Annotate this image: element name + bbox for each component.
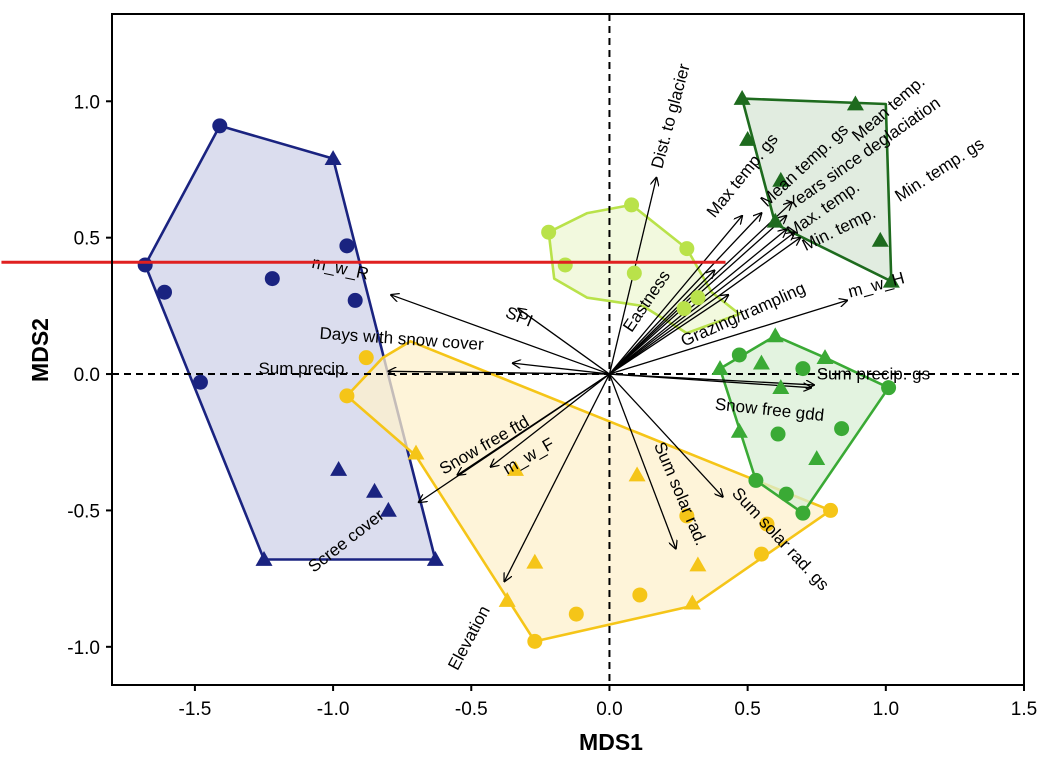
group-1-point-6 <box>632 587 648 603</box>
vector-arrow-8 <box>609 295 728 375</box>
group-3-point-2 <box>881 380 897 396</box>
y-tick-label-3: 0.5 <box>74 229 100 250</box>
vector-arrow-14 <box>388 371 610 374</box>
group-0-point-3 <box>192 374 208 390</box>
x-tick-label-4: 0.5 <box>734 699 760 720</box>
group-1-point-2 <box>679 508 695 524</box>
group-1-point-7 <box>568 606 584 622</box>
group-4-point-1 <box>846 95 864 111</box>
vector-arrow-13 <box>513 363 610 375</box>
group-4-point-4 <box>766 212 784 228</box>
group-2-point-4 <box>626 265 642 281</box>
vector-arrow-3 <box>609 202 791 375</box>
y-tick-label-1: -0.5 <box>67 501 100 522</box>
group-3-point-3 <box>834 421 850 437</box>
group-0-point-8 <box>330 461 348 476</box>
group-1-point-14 <box>526 553 544 569</box>
group-1-hull <box>345 339 832 643</box>
vector-arrow-21 <box>608 373 675 549</box>
group-1-point-1 <box>339 388 355 404</box>
group-1-point-12 <box>689 556 707 572</box>
group-1-point-11 <box>628 466 646 482</box>
group-3-point-10 <box>816 349 834 365</box>
group-0-point-12 <box>426 551 444 566</box>
group-4-point-3 <box>772 171 790 187</box>
vector-arrow-7 <box>609 238 800 375</box>
group-0-point-5 <box>339 238 355 254</box>
group-4-point-5 <box>871 231 889 247</box>
group-1-point-9 <box>407 444 425 460</box>
group-3-point-9 <box>752 354 770 370</box>
vector-arrow-18 <box>491 373 610 467</box>
group-2-point-5 <box>690 290 706 306</box>
group-3-point-5 <box>748 472 764 488</box>
vector-arrow-2 <box>608 213 761 375</box>
group-1-point-15 <box>498 591 516 607</box>
group-3-point-4 <box>770 426 786 442</box>
group-0-point-1 <box>137 257 153 273</box>
group-3-point-0 <box>731 347 747 363</box>
group-1-point-13 <box>683 594 701 610</box>
group-4-point-6 <box>882 272 900 288</box>
vector-arrow-9 <box>608 270 714 375</box>
group-0-hull <box>143 124 437 561</box>
group-2-point-3 <box>679 241 695 257</box>
group-2-point-2 <box>624 197 640 213</box>
y-axis-title: MDS2 <box>27 318 53 382</box>
site-points <box>137 90 900 649</box>
group-0-point-10 <box>379 501 397 517</box>
y-axis-ticks: -1.0 -0.5 0.0 0.5 1.0 <box>67 92 112 659</box>
group-0-point-11 <box>255 551 273 566</box>
group-0-point-6 <box>347 292 363 308</box>
y-tick-label-0: -1.0 <box>67 638 100 659</box>
group-0-point-7 <box>324 150 342 165</box>
x-axis-title: MDS1 <box>579 729 643 755</box>
x-tick-label-1: -1.0 <box>317 699 350 720</box>
vector-arrow-11 <box>518 309 610 375</box>
group-1-point-5 <box>753 546 769 562</box>
group-1-point-8 <box>527 633 543 649</box>
x-tick-label-3: 0.0 <box>596 699 622 720</box>
group-2-point-1 <box>557 257 573 273</box>
vector-arrow-20 <box>504 373 611 581</box>
group-3-point-6 <box>778 486 794 502</box>
group-3-point-14 <box>808 450 826 465</box>
group-0-point-0 <box>212 118 228 134</box>
group-3-point-1 <box>795 361 811 377</box>
x-tick-label-6: 1.5 <box>1011 699 1037 720</box>
group-hulls <box>143 97 893 643</box>
y-tick-label-2: 0.0 <box>74 365 100 386</box>
group-3-point-12 <box>772 379 790 395</box>
group-1-point-3 <box>759 516 775 532</box>
vector-arrow-19 <box>419 373 610 502</box>
vector-arrow-10 <box>609 300 847 375</box>
group-3-point-7 <box>795 505 811 521</box>
x-tick-label-0: -1.5 <box>179 699 212 720</box>
group-2-point-6 <box>676 301 692 317</box>
x-tick-label-2: -0.5 <box>455 699 488 720</box>
vector-arrow-22 <box>608 373 722 497</box>
group-3-point-13 <box>730 422 748 438</box>
group-4-point-0 <box>733 90 751 105</box>
x-tick-label-5: 1.0 <box>873 699 899 720</box>
group-0-point-2 <box>157 284 173 300</box>
group-4-point-2 <box>739 130 757 146</box>
x-axis-ticks: -1.5 -1.0 -0.5 0.0 0.5 1.0 1.5 <box>179 685 1037 720</box>
vector-arrow-1 <box>608 216 742 375</box>
vector-arrow-12 <box>391 295 610 375</box>
plot-frame <box>111 13 1025 686</box>
group-1-point-10 <box>506 461 524 476</box>
vector-label-14: Sum precip. <box>258 359 349 378</box>
group-2-point-0 <box>541 224 557 240</box>
group-0-point-9 <box>366 482 384 498</box>
group-3-point-8 <box>766 327 784 343</box>
y-tick-label-4: 1.0 <box>74 92 100 113</box>
group-1-point-0 <box>358 350 374 366</box>
vector-label-15: Sum precip. gs <box>817 365 930 384</box>
group-0-point-4 <box>264 271 280 287</box>
group-1-point-4 <box>823 502 839 518</box>
group-3-point-11 <box>711 360 729 375</box>
